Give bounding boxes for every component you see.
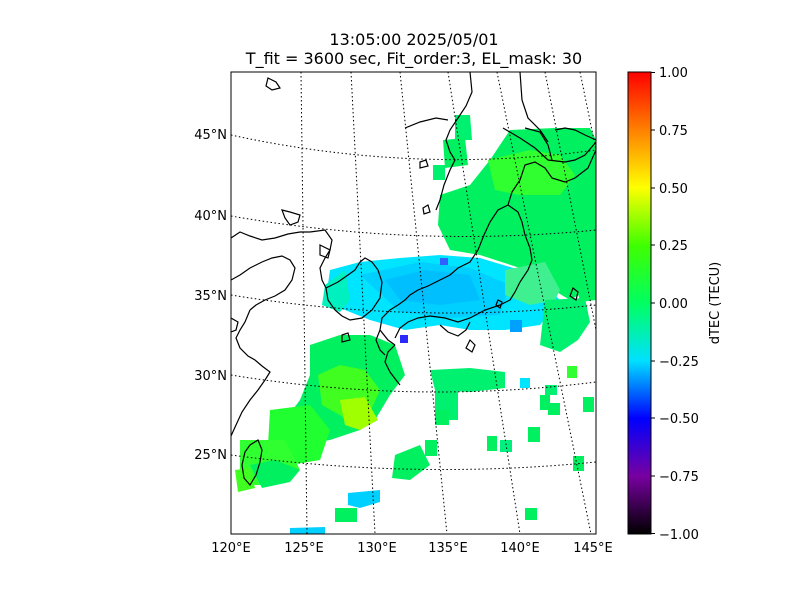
colorbar-tick-label: 0.50	[659, 182, 688, 197]
lat-label: 45°N	[194, 128, 227, 143]
lon-label: 145°E	[573, 541, 613, 556]
colorbar-tick-label: 0.75	[659, 124, 688, 139]
lon-label: 140°E	[500, 541, 540, 556]
map-frame	[230, 71, 597, 535]
lat-label: 40°N	[194, 209, 227, 224]
colorbar-tick-label: 0.25	[659, 239, 688, 254]
lat-label: 25°N	[194, 448, 227, 463]
title-params: T_fit = 3600 sec, Fit_order:3, EL_mask: …	[245, 49, 583, 68]
lat-label: 30°N	[194, 369, 227, 384]
latitude-labels: 45°N 40°N 35°N 30°N 25°N	[194, 128, 227, 463]
map-title: 13:05:00 2025/05/01 T_fit = 3600 sec, Fi…	[0, 30, 800, 68]
colorbar-tick-label: −1.00	[659, 528, 699, 543]
title-time: 13:05:00 2025/05/01	[329, 30, 499, 49]
lon-label: 120°E	[211, 541, 251, 556]
colorbar-label: dTEC (TECU)	[708, 262, 723, 345]
graticule	[231, 72, 596, 534]
colorbar-gradient	[627, 71, 652, 535]
colorbar-tick-label: 1.00	[659, 66, 688, 81]
colorbar: 1.00 0.75 0.50 0.25 0.00 −0.25 −0.50 −0.…	[627, 66, 723, 543]
lon-label: 130°E	[357, 541, 397, 556]
tec-data-patches	[235, 115, 596, 534]
coastlines	[231, 72, 596, 487]
lon-label: 135°E	[428, 541, 468, 556]
lat-label: 35°N	[194, 289, 227, 304]
longitude-labels: 120°E 125°E 130°E 135°E 140°E 145°E	[211, 541, 613, 556]
lon-label: 125°E	[284, 541, 324, 556]
colorbar-tick-label: 0.00	[659, 297, 688, 312]
colorbar-tick-label: −0.25	[659, 355, 699, 370]
colorbar-tick-label: −0.50	[659, 412, 699, 427]
colorbar-tick-label: −0.75	[659, 470, 699, 485]
